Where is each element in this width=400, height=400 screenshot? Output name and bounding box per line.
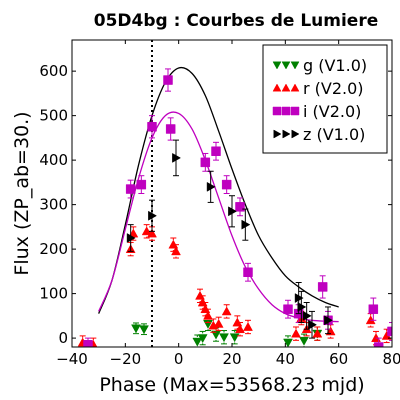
x-axis-label: Phase (Max=53568.23 mjd) xyxy=(99,374,364,396)
legend-marker xyxy=(290,61,300,70)
data-point xyxy=(131,324,141,334)
legend-entry: z (V1.0) xyxy=(273,125,365,144)
data-point xyxy=(206,181,216,192)
data-point xyxy=(312,328,323,338)
legend-marker xyxy=(273,129,282,139)
data-point xyxy=(171,246,181,256)
data-point xyxy=(211,146,221,156)
data-point xyxy=(283,304,293,314)
legend-label: i (V2.0) xyxy=(303,102,361,121)
data-point xyxy=(148,210,158,221)
y-tick-label: 400 xyxy=(39,151,68,169)
legend-entry: g (V1.0) xyxy=(272,56,367,75)
data-point xyxy=(126,233,136,243)
x-tick-label: −20 xyxy=(110,350,142,368)
legend-marker xyxy=(272,106,282,116)
data-point xyxy=(147,122,157,132)
data-point xyxy=(302,310,312,321)
data-point xyxy=(235,324,245,334)
data-point xyxy=(235,202,245,212)
data-point xyxy=(125,184,136,194)
legend-marker xyxy=(290,83,300,92)
data-point xyxy=(243,267,253,278)
legend-marker xyxy=(281,106,291,116)
x-tick-label: 0 xyxy=(174,350,184,368)
legend-marker xyxy=(291,129,300,139)
data-point xyxy=(229,333,240,343)
legend: g (V1.0) r (V2.0) i (V2.0) z (V1.0) xyxy=(262,44,388,154)
data-point xyxy=(228,206,238,217)
data-point xyxy=(368,304,379,314)
chart-title: 05D4bg : Courbes de Lumiere xyxy=(94,11,378,31)
data-point xyxy=(163,75,173,85)
data-point xyxy=(241,219,251,230)
data-point xyxy=(219,333,229,343)
data-point xyxy=(221,179,232,190)
data-point xyxy=(172,152,182,163)
legend-marker xyxy=(272,83,282,92)
data-point xyxy=(141,226,152,236)
data-point xyxy=(297,302,307,312)
data-point xyxy=(294,293,304,303)
legend-marker xyxy=(282,129,291,139)
data-point xyxy=(291,328,301,338)
data-point xyxy=(221,306,232,316)
legend-label: z (V1.0) xyxy=(303,125,365,144)
data-point xyxy=(83,340,93,347)
legend-entry: i (V2.0) xyxy=(272,102,361,121)
data-point xyxy=(139,325,149,335)
legend-marker xyxy=(290,106,300,116)
data-point xyxy=(299,336,309,346)
legend-marker xyxy=(281,83,291,92)
legend-label: r (V2.0) xyxy=(303,79,364,98)
data-point xyxy=(165,124,176,134)
data-point xyxy=(324,315,334,326)
data-point xyxy=(213,318,224,328)
data-point xyxy=(203,310,213,320)
y-tick-label: 500 xyxy=(39,107,68,125)
x-tick-label: 40 xyxy=(276,350,295,368)
data-point xyxy=(373,342,384,347)
axis-ticks: −40 −20 0 20 40 60 80 0 100 200 300 400 500 600 xyxy=(39,40,400,368)
data-point xyxy=(200,157,211,168)
y-tick-label: 600 xyxy=(39,62,68,80)
x-tick-label: 20 xyxy=(222,350,241,368)
legend-marker xyxy=(281,61,291,70)
plot-content xyxy=(77,40,392,347)
series-3 xyxy=(126,139,334,339)
legend-marker xyxy=(272,61,282,70)
y-tick-label: 300 xyxy=(39,196,68,214)
x-tick-label: 60 xyxy=(329,350,348,368)
data-point xyxy=(387,326,392,337)
x-tick-label: −40 xyxy=(56,350,88,368)
data-point xyxy=(136,179,147,190)
data-point xyxy=(317,282,328,292)
legend-entry: r (V2.0) xyxy=(272,79,364,98)
y-axis-label: Flux (ZP_ab=30.) xyxy=(11,111,33,275)
data-point xyxy=(147,228,157,238)
data-point xyxy=(308,319,318,330)
data-point xyxy=(192,337,203,347)
y-tick-label: 200 xyxy=(39,240,68,258)
data-point xyxy=(243,321,253,331)
x-tick-label: 80 xyxy=(382,350,400,368)
legend-label: g (V1.0) xyxy=(303,56,367,75)
y-tick-label: 0 xyxy=(58,329,68,347)
y-tick-label: 100 xyxy=(39,285,68,303)
data-point xyxy=(197,334,208,344)
